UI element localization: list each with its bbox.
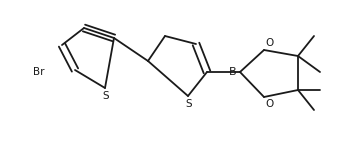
- Text: O: O: [265, 99, 273, 109]
- Text: S: S: [186, 99, 192, 109]
- Text: S: S: [103, 91, 109, 101]
- Text: B: B: [229, 67, 237, 77]
- Text: Br: Br: [34, 67, 45, 77]
- Text: O: O: [265, 38, 273, 48]
